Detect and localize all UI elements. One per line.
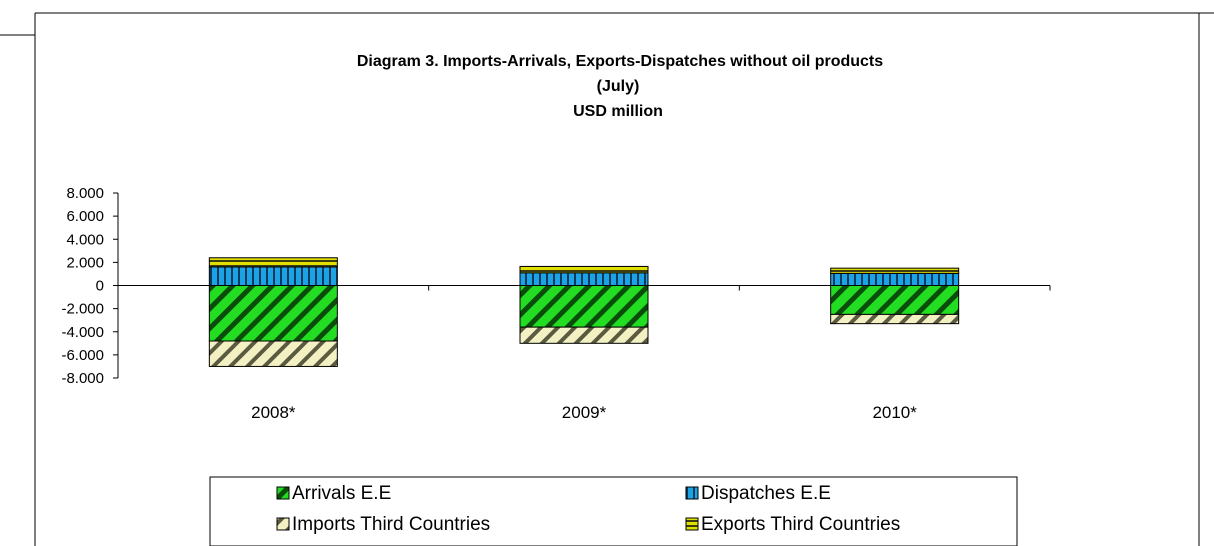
y-tick-label: 0 [96,278,104,295]
chart-subtitle: (July) [597,78,640,95]
bar-arrivals [208,285,338,342]
bar-arrivals [830,285,960,315]
bar-exports [208,257,338,268]
legend: Arrivals E.E Dispatches E.E Imports Third … [276,483,900,535]
x-category-label: 2010* [872,403,917,422]
y-tick-label: -6.000 [61,347,104,364]
chart-title: Diagram 3. Imports-Arrivals, Exports-Dis… [357,53,883,70]
y-tick-label: -8.000 [61,370,104,387]
legend-swatch [685,517,699,531]
legend-label: Arrivals E.E [292,483,391,504]
bar-imports [830,313,960,325]
x-category-label: 2009* [562,403,607,422]
bar-dispatches [519,272,649,286]
bar-exports [519,265,649,274]
legend-swatch [276,486,290,500]
legend-swatch [276,517,290,531]
bar-arrivals [519,285,649,328]
y-tick-label: 6.000 [66,208,104,225]
y-tick-label: -2.000 [61,301,104,318]
legend-label: Exports Third Countries [701,514,900,535]
legend-box [209,476,1018,546]
bar-imports [519,326,649,344]
bar-dispatches [208,266,338,286]
bar-exports [830,267,960,274]
chart-unit: USD million [573,103,663,120]
bar-imports [208,340,338,367]
bar-dispatches [830,272,960,286]
y-tick-label: -4.000 [61,324,104,341]
bars [208,257,960,367]
x-category-label: 2008* [251,403,296,422]
legend-label: Imports Third Countries [292,514,490,535]
y-axis: 8.000 6.000 4.000 2.000 0 -2.000 -4.000 -6.000 -… [61,185,119,387]
y-tick-label: 2.000 [66,254,104,271]
y-tick-label: 8.000 [66,185,104,202]
legend-swatch [685,486,699,500]
legend-label: Dispatches E.E [701,483,831,504]
x-axis: 2008* 2009* 2010* [118,285,1051,422]
y-tick-label: 4.000 [66,231,104,248]
